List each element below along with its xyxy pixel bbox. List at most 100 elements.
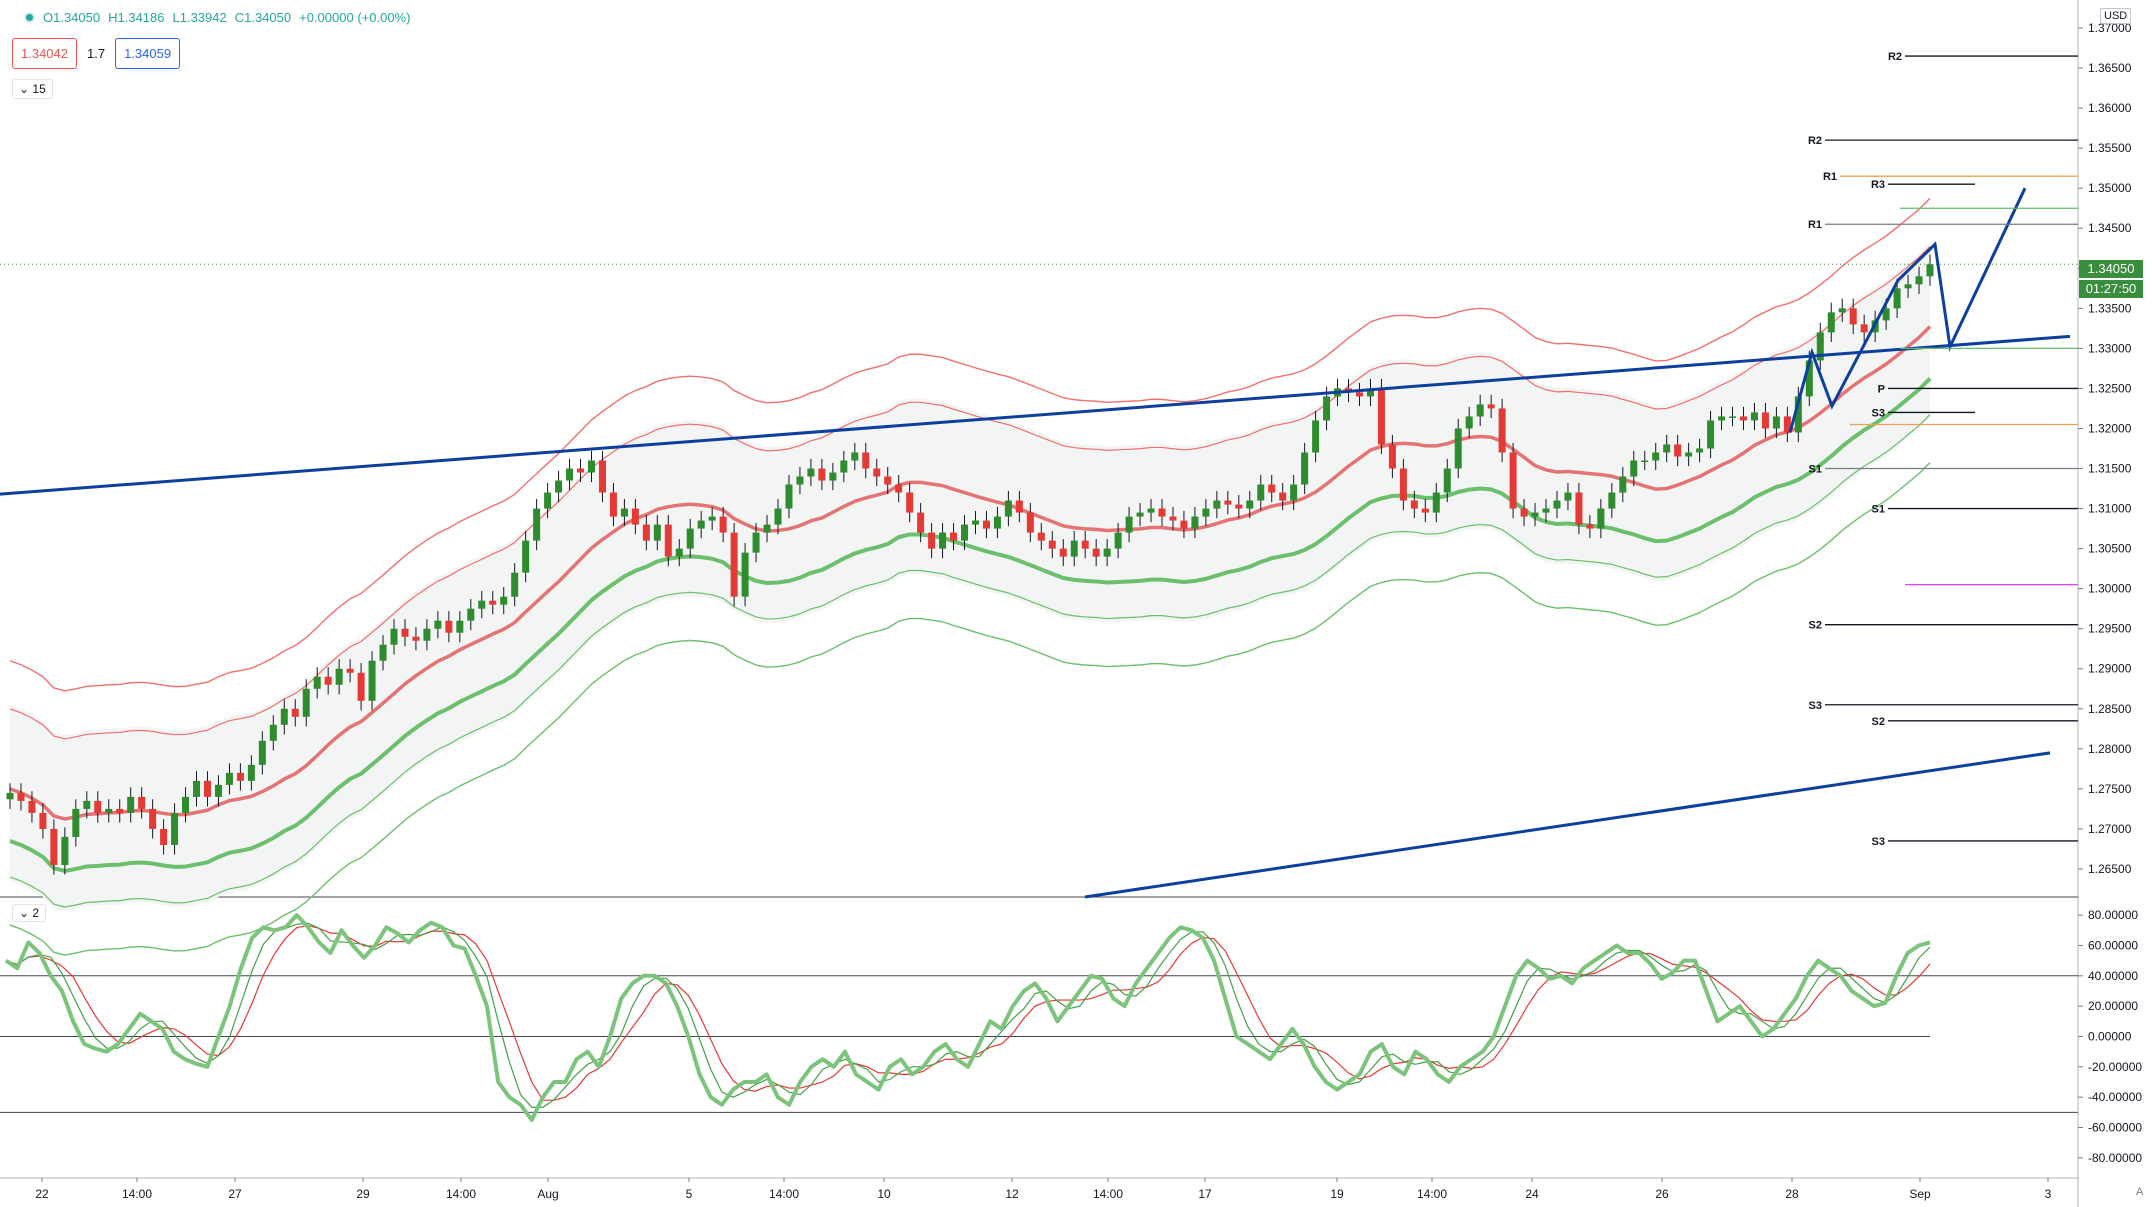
candle bbox=[1827, 312, 1835, 333]
buy-button[interactable]: 1.34059 bbox=[115, 38, 181, 69]
candle bbox=[1783, 416, 1791, 433]
osc-signal-line bbox=[5, 924, 1931, 1101]
candle bbox=[203, 780, 211, 797]
x-tick-label: 10 bbox=[877, 1187, 891, 1201]
sell-button[interactable]: 1.34042 bbox=[12, 38, 77, 69]
pivot-label: P bbox=[1878, 383, 1885, 395]
candle bbox=[368, 660, 376, 701]
candle bbox=[1849, 308, 1857, 325]
candle bbox=[533, 508, 541, 541]
y-tick-label: 1.32000 bbox=[2088, 421, 2132, 435]
candle bbox=[982, 520, 990, 529]
y-tick-label: 1.36500 bbox=[2088, 61, 2132, 75]
candle bbox=[1729, 416, 1737, 418]
candle bbox=[1454, 428, 1462, 469]
x-tick-label: 22 bbox=[35, 1187, 49, 1201]
candle bbox=[149, 808, 157, 829]
candle bbox=[566, 468, 574, 481]
candle bbox=[1059, 548, 1067, 557]
candle bbox=[708, 516, 716, 521]
candle bbox=[1169, 516, 1177, 521]
candle bbox=[335, 668, 343, 685]
x-tick-label: 12 bbox=[1005, 1187, 1019, 1201]
candle bbox=[577, 468, 585, 473]
y-tick-label: 1.26500 bbox=[2088, 862, 2132, 876]
candle bbox=[1619, 476, 1627, 493]
candle bbox=[1772, 416, 1780, 429]
candle bbox=[1246, 500, 1254, 509]
candle bbox=[1366, 388, 1374, 397]
osc-tick-label: 60.00000 bbox=[2088, 938, 2138, 952]
osc-tick-label: 20.00000 bbox=[2088, 999, 2138, 1013]
candle bbox=[1838, 308, 1846, 313]
candle bbox=[1564, 492, 1572, 501]
y-tick-label: 1.32500 bbox=[2088, 381, 2132, 395]
candle bbox=[1081, 540, 1089, 549]
candle bbox=[390, 628, 398, 645]
x-tick-label: 14:00 bbox=[446, 1187, 476, 1201]
osc-tick-label: 40.00000 bbox=[2088, 969, 2138, 983]
candle bbox=[1048, 540, 1056, 549]
candle bbox=[302, 688, 310, 717]
candle bbox=[1608, 492, 1616, 509]
candle bbox=[1553, 500, 1561, 509]
x-tick-label: 14:00 bbox=[1093, 1187, 1123, 1201]
candle bbox=[1268, 484, 1276, 493]
candle bbox=[17, 792, 25, 801]
upper-trendline bbox=[0, 334, 2071, 496]
candle bbox=[1696, 448, 1704, 453]
y-tick-label: 1.27000 bbox=[2088, 822, 2132, 836]
candle bbox=[1674, 444, 1682, 457]
candle bbox=[445, 620, 453, 633]
pivot-label: S3 bbox=[1872, 836, 1885, 848]
osc-tick-label: -40.00000 bbox=[2088, 1090, 2142, 1104]
currency-label[interactable]: USD bbox=[2100, 8, 2132, 24]
candle bbox=[1323, 396, 1331, 421]
candle bbox=[83, 800, 91, 809]
candle bbox=[939, 532, 947, 549]
x-tick-label: 17 bbox=[1198, 1187, 1212, 1201]
candle bbox=[1597, 508, 1605, 529]
candle bbox=[1301, 452, 1309, 485]
oscillator-toggle[interactable]: ⌄ 2 bbox=[12, 904, 47, 922]
legend-close: C1.34050 bbox=[234, 10, 292, 25]
candle bbox=[500, 596, 508, 605]
candle bbox=[39, 812, 47, 829]
candle bbox=[412, 636, 420, 641]
candle bbox=[555, 480, 563, 493]
candle bbox=[719, 516, 727, 533]
candle bbox=[467, 608, 475, 621]
candle bbox=[1739, 416, 1747, 421]
spread-value: 1.7 bbox=[87, 46, 106, 61]
candle bbox=[829, 472, 837, 481]
x-tick-label: 27 bbox=[228, 1187, 242, 1201]
legend-high: H1.34186 bbox=[108, 10, 165, 25]
candle bbox=[1498, 408, 1506, 453]
interval-toggle[interactable]: ⌄ 15 bbox=[12, 79, 53, 99]
x-tick-label: 19 bbox=[1330, 1187, 1344, 1201]
y-tick-label: 1.29500 bbox=[2088, 622, 2132, 636]
candle bbox=[1158, 508, 1166, 517]
pivot-label: S3 bbox=[1872, 407, 1885, 419]
legend-change: +0.00000 (+0.00%) bbox=[299, 10, 411, 25]
candle bbox=[171, 812, 179, 845]
candle bbox=[1147, 508, 1155, 513]
lower-trendline bbox=[1084, 751, 2051, 899]
candle bbox=[28, 800, 36, 813]
osc-main-line bbox=[4, 913, 1931, 1122]
candle bbox=[697, 520, 705, 529]
candle bbox=[346, 668, 354, 673]
candle bbox=[105, 808, 113, 813]
candle bbox=[1004, 500, 1012, 517]
candle bbox=[1410, 500, 1418, 509]
pivot-label: R1 bbox=[1823, 171, 1837, 183]
candle bbox=[1904, 284, 1912, 289]
candle bbox=[1761, 412, 1769, 429]
x-tick-label: 3 bbox=[2045, 1187, 2052, 1201]
auto-scale-button[interactable]: A bbox=[2136, 1186, 2144, 1198]
candle bbox=[127, 796, 135, 813]
y-tick-label: 1.31000 bbox=[2088, 502, 2132, 516]
candle bbox=[1421, 508, 1429, 513]
candle bbox=[1805, 360, 1813, 397]
